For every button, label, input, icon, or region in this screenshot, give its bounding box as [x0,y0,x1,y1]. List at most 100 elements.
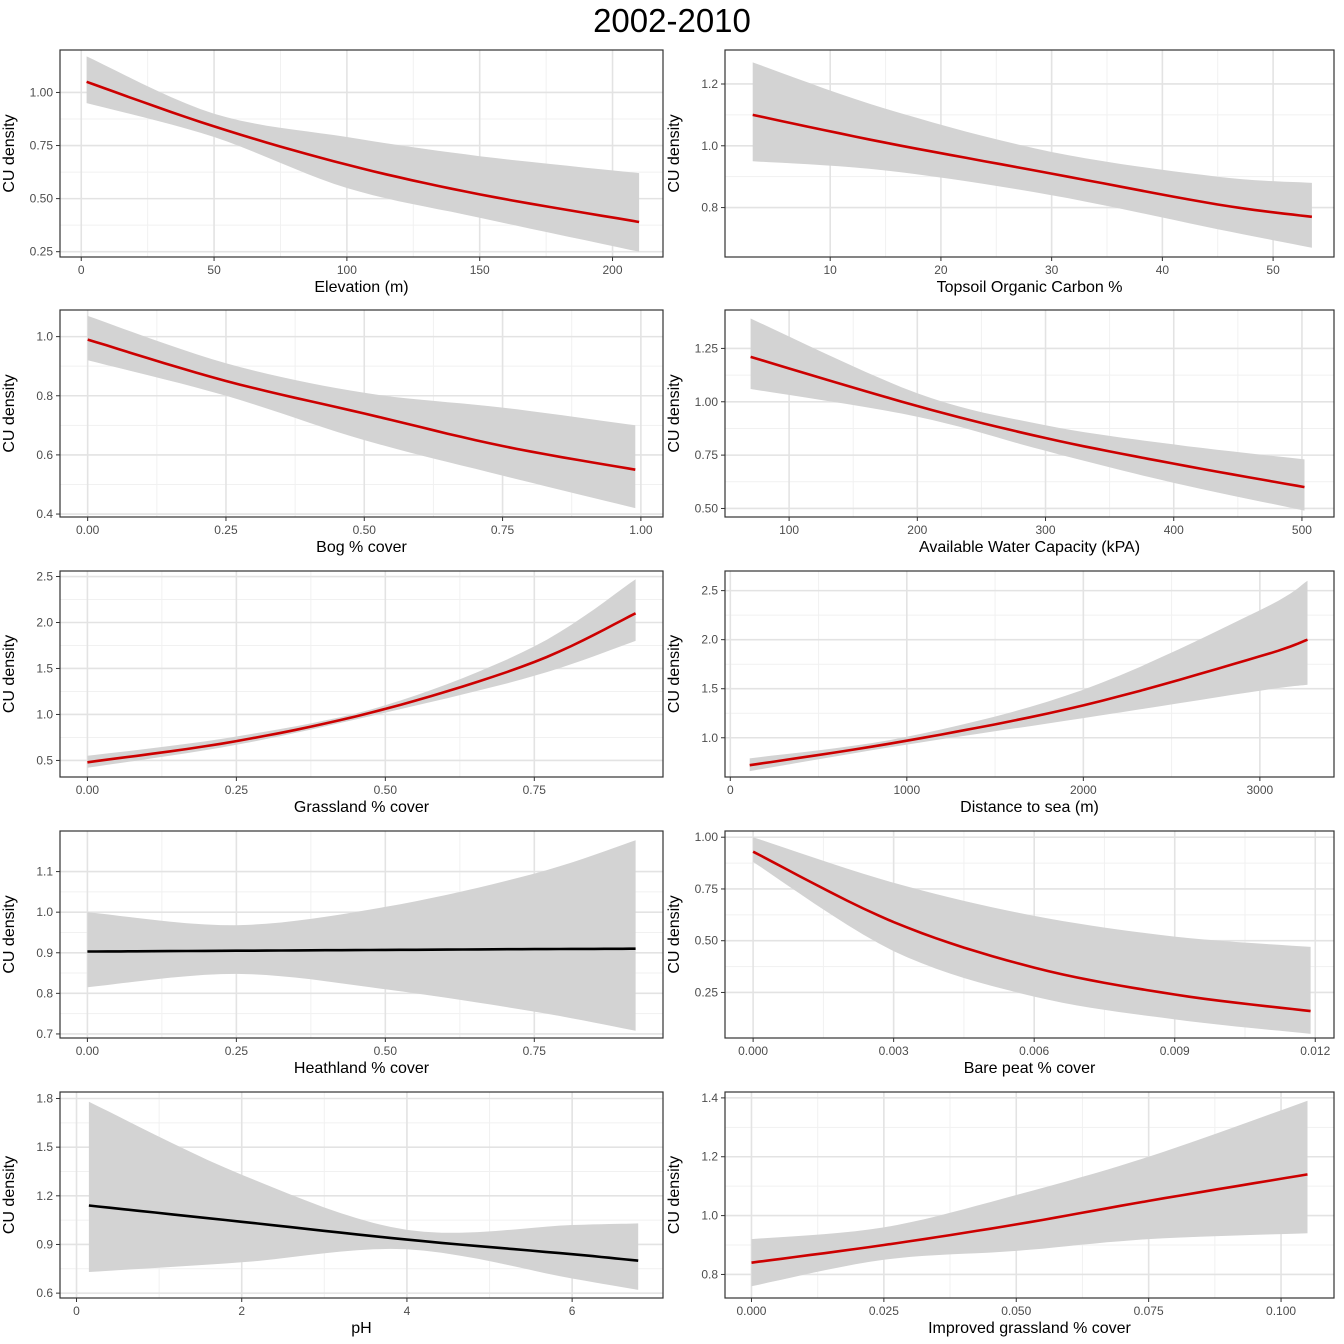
y-tick-label: 1.2 [701,1150,718,1164]
y-tick-label: 1.5 [701,682,718,696]
x-axis-title: Improved grassland % cover [928,1320,1131,1337]
x-tick-label: 0 [73,1304,80,1318]
x-tick-label: 50 [1266,263,1280,277]
y-axis-title: CU density [666,374,683,452]
y-tick-label: 1.25 [695,341,719,355]
x-tick-label: 0.003 [879,1044,909,1058]
panel-border [59,49,664,258]
y-tick-label: 0.75 [30,139,54,153]
x-tick-label: 0.00 [76,523,100,537]
x-axis-title: Heathland % cover [294,1060,430,1077]
x-tick-label: 0.50 [374,1044,398,1058]
y-tick-label: 0.8 [36,986,53,1000]
y-tick-label: 0.6 [36,448,53,462]
y-tick-label: 2.0 [36,616,53,630]
y-tick-label: 1.2 [701,77,718,91]
panel-border [724,830,1335,1039]
y-tick-label: 1.5 [36,1140,53,1154]
x-tick-label: 0 [78,263,85,277]
fitted-line [88,1204,639,1262]
x-tick-label: 40 [1156,263,1170,277]
x-tick-label: 1.00 [629,523,653,537]
chart-panel-6: 0 1000 2000 3000 1.0 1.5 2.0 2.5 Distance to sea… [666,570,1335,816]
y-tick-label: 1.00 [30,85,54,99]
x-axis-title: pH [351,1320,371,1337]
y-tick-label: 0.8 [701,1267,718,1281]
x-tick-label: 20 [934,263,948,277]
x-tick-label: 0.75 [523,783,547,797]
x-tick-label: 0.000 [738,1044,768,1058]
fitted-line [86,80,640,224]
y-tick-label: 1.0 [701,1209,718,1223]
x-tick-label: 100 [337,263,357,277]
x-tick-label: 0.75 [523,1044,547,1058]
y-tick-label: 1.0 [36,707,53,721]
y-tick-label: 0.25 [695,985,719,999]
x-axis-title: Elevation (m) [314,279,408,296]
fitted-line [87,947,636,953]
x-tick-label: 400 [1164,523,1184,537]
y-tick-label: 0.75 [695,448,719,462]
x-tick-label: 0.000 [736,1304,766,1318]
confidence-ribbon [88,1101,639,1290]
y-tick-label: 0.4 [36,507,53,521]
x-tick-label: 0.006 [1019,1044,1049,1058]
y-tick-label: 1.5 [36,661,53,675]
x-tick-label: 30 [1045,263,1059,277]
y-tick-label: 2.5 [36,570,53,584]
y-axis-title: CU density [1,1156,18,1234]
y-tick-label: 0.9 [36,946,53,960]
x-tick-label: 2000 [1070,783,1097,797]
chart-panel-8: 0.000 0.003 0.006 0.009 0.012 0.25 0.50 0.75 1.0… [666,830,1335,1077]
x-tick-label: 0.75 [491,523,515,537]
panel-border [724,570,1335,778]
fitted-line [750,355,1305,489]
x-axis-title: Available Water Capacity (kPA) [919,539,1140,556]
chart-panel-2: 10 20 30 40 50 0.8 1.0 1.2 Topsoil Organic Carbo… [666,49,1335,296]
y-axis-title: CU density [666,114,683,192]
y-tick-label: 1.0 [701,139,718,153]
y-axis-title: CU density [666,895,683,973]
x-tick-label: 6 [569,1304,576,1318]
y-tick-label: 0.50 [695,501,719,515]
x-tick-label: 2 [238,1304,245,1318]
panel-border [724,49,1335,258]
x-axis-title: Grassland % cover [294,799,430,816]
y-tick-label: 1.4 [701,1091,718,1105]
panel-border [59,309,664,518]
confidence-ribbon [86,56,640,252]
x-tick-label: 0.00 [76,783,100,797]
x-tick-label: 0.025 [869,1304,899,1318]
confidence-ribbon [753,837,1311,1034]
x-tick-label: 0.009 [1160,1044,1190,1058]
y-tick-label: 1.0 [36,905,53,919]
x-axis-title: Bare peat % cover [964,1060,1096,1077]
x-axis-title: Topsoil Organic Carbon % [937,279,1123,296]
panel-background [60,571,663,777]
y-tick-label: 2.5 [701,584,718,598]
y-tick-label: 1.1 [36,865,53,879]
x-axis-title: Bog % cover [316,539,407,556]
y-tick-label: 0.5 [36,753,53,767]
chart-panel-3: 0.00 0.25 0.50 0.75 1.00 0.4 0.6 0.8 1.0 Bog % co… [1,309,664,556]
x-tick-label: 0.50 [353,523,377,537]
y-tick-label: 0.75 [695,882,719,896]
x-tick-label: 150 [470,263,490,277]
x-tick-label: 1000 [893,783,920,797]
y-tick-label: 2.0 [701,633,718,647]
x-tick-label: 4 [404,1304,411,1318]
confidence-ribbon [752,62,1312,248]
y-tick-label: 1.2 [36,1189,53,1203]
figure-title: 2002-2010 [593,2,751,39]
x-tick-label: 0.050 [1001,1304,1031,1318]
x-tick-label: 0.100 [1266,1304,1296,1318]
x-tick-label: 500 [1292,523,1312,537]
y-tick-label: 0.9 [36,1237,53,1251]
fitted-line [87,612,637,764]
x-tick-label: 0.012 [1300,1044,1330,1058]
y-tick-label: 0.6 [36,1286,53,1300]
y-tick-label: 0.8 [701,201,718,215]
y-tick-label: 1.0 [36,330,53,344]
panel-border [724,309,1335,518]
